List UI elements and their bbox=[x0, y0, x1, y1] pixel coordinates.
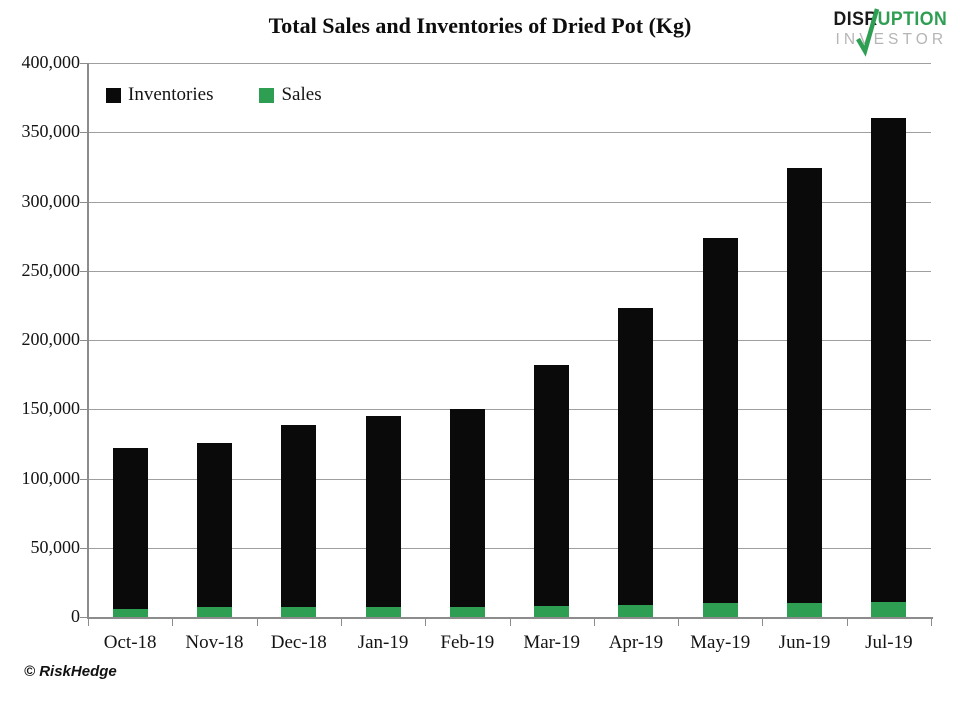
x-axis-tick bbox=[340, 619, 342, 626]
x-axis-tick bbox=[88, 619, 89, 626]
copyright-credit: © RiskHedge bbox=[24, 663, 117, 680]
bar-segment-sales-Mar-19 bbox=[534, 606, 570, 617]
gridline bbox=[88, 547, 931, 549]
y-axis-tick bbox=[80, 63, 88, 64]
gridline bbox=[88, 132, 931, 134]
y-axis-tick-label: 200,000 bbox=[21, 329, 81, 349]
bar-segment-inventories-Jan-19 bbox=[365, 415, 401, 607]
bar-segment-inventories-Oct-18 bbox=[112, 448, 148, 609]
bar-segment-inventories-Nov-18 bbox=[196, 443, 232, 608]
y-axis-tick bbox=[80, 617, 88, 618]
x-axis-category-label: Oct-18 bbox=[103, 632, 157, 653]
bar-segment-sales-Jan-19 bbox=[365, 606, 401, 617]
logo-text-investor: INVESTOR bbox=[835, 31, 947, 48]
bar-segment-sales-Oct-18 bbox=[112, 608, 148, 617]
gridline bbox=[88, 270, 931, 272]
logo-text-uption: UPTION bbox=[877, 9, 947, 30]
y-axis-tick bbox=[80, 547, 88, 549]
legend-label-inventories: Inventories bbox=[128, 84, 214, 105]
x-axis-category-label: May-19 bbox=[690, 632, 751, 653]
y-axis-tick-label: 250,000 bbox=[21, 259, 81, 280]
y-axis-tick-label: 100,000 bbox=[21, 467, 81, 488]
y-axis-tick-label: 50,000 bbox=[30, 536, 81, 557]
x-axis-tick bbox=[256, 619, 258, 626]
bar-segment-sales-Apr-19 bbox=[618, 605, 654, 617]
x-axis-tick bbox=[593, 619, 595, 626]
y-axis-tick-label: 0 bbox=[71, 606, 80, 626]
gridline bbox=[88, 201, 931, 203]
y-axis-tick bbox=[80, 201, 88, 203]
bar-segment-sales-Dec-18 bbox=[281, 606, 317, 617]
x-axis-category-label: Jun-19 bbox=[778, 632, 831, 653]
bar-segment-inventories-Mar-19 bbox=[534, 364, 570, 607]
bar-segment-sales-Jun-19 bbox=[787, 603, 823, 617]
disruption-investor-logo: DISRUPTION INVESTOR bbox=[825, 8, 947, 57]
y-axis-tick-label: 400,000 bbox=[21, 52, 81, 72]
y-axis-tick bbox=[80, 340, 88, 341]
legend-label-sales: Sales bbox=[281, 84, 322, 105]
legend-item-inventories: Inventories bbox=[106, 84, 213, 106]
x-axis-tick bbox=[425, 619, 427, 626]
logo-line1: DISRUPTION bbox=[833, 10, 947, 29]
bar-segment-inventories-Apr-19 bbox=[618, 307, 654, 606]
y-axis-tick-label: 150,000 bbox=[21, 398, 81, 419]
x-axis-category-label: Jul-19 bbox=[865, 632, 913, 653]
x-axis-tick bbox=[931, 619, 932, 626]
gridline bbox=[88, 409, 931, 411]
x-axis-category-label: Apr-19 bbox=[608, 632, 664, 653]
y-axis-tick bbox=[80, 132, 88, 134]
y-axis-tick bbox=[80, 478, 88, 480]
chart-title: Total Sales and Inventories of Dried Pot… bbox=[268, 13, 692, 38]
bar-segment-inventories-Feb-19 bbox=[449, 409, 485, 608]
legend-item-sales: Sales bbox=[259, 84, 322, 106]
x-axis-line bbox=[87, 617, 933, 619]
y-axis-tick-label: 300,000 bbox=[21, 190, 81, 211]
x-axis-tick bbox=[509, 619, 511, 626]
y-axis-line bbox=[87, 63, 89, 619]
gridline bbox=[88, 340, 931, 341]
x-axis-tick bbox=[678, 619, 680, 626]
x-axis-category-label: Nov-18 bbox=[185, 632, 244, 653]
y-axis-tick bbox=[80, 270, 88, 272]
y-axis-tick bbox=[80, 409, 88, 411]
chart-legend: Inventories Sales bbox=[106, 84, 322, 106]
y-axis-tick-label: 350,000 bbox=[21, 121, 81, 142]
x-axis-tick bbox=[846, 619, 848, 626]
gridline bbox=[88, 478, 931, 480]
bar-segment-sales-Nov-18 bbox=[196, 607, 232, 617]
x-axis-category-label: Dec-18 bbox=[270, 632, 327, 653]
bar-segment-sales-Jul-19 bbox=[871, 602, 907, 617]
x-axis-tick bbox=[172, 619, 174, 626]
bar-segment-sales-May-19 bbox=[702, 603, 738, 617]
bar-segment-inventories-May-19 bbox=[702, 238, 738, 604]
x-axis-category-label: Feb-19 bbox=[440, 632, 495, 653]
x-axis-category-label: Mar-19 bbox=[523, 632, 580, 653]
gridline bbox=[88, 63, 931, 64]
legend-swatch-sales bbox=[259, 87, 275, 103]
x-axis-category-label: Jan-19 bbox=[357, 632, 409, 653]
x-axis-tick bbox=[762, 619, 764, 626]
bar-segment-inventories-Jun-19 bbox=[787, 168, 823, 604]
legend-swatch-inventories bbox=[106, 87, 121, 103]
logo-text-disr: DISR bbox=[833, 9, 878, 30]
bar-segment-sales-Feb-19 bbox=[449, 607, 485, 617]
bar-segment-inventories-Dec-18 bbox=[281, 425, 317, 607]
bar-segment-inventories-Jul-19 bbox=[871, 117, 907, 603]
